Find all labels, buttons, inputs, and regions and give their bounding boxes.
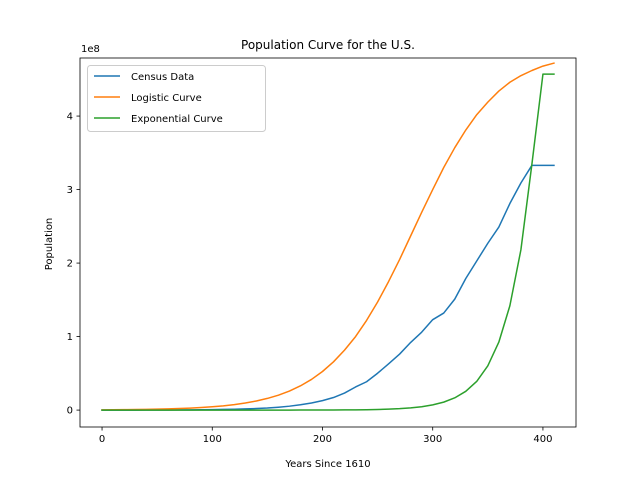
- x-tick-label: 200: [313, 434, 332, 445]
- y-tick-label: 4: [67, 112, 73, 123]
- y-tick-label: 3: [67, 185, 73, 196]
- y-tick-label: 1: [67, 332, 73, 343]
- series-line-1: [101, 62, 555, 411]
- legend-label-1: Logistic Curve: [131, 93, 202, 104]
- y-offset-label: 1e8: [81, 44, 100, 55]
- chart-title: Population Curve for the U.S.: [241, 38, 415, 52]
- x-tick-label: 0: [99, 434, 105, 445]
- y-tick-label: 2: [67, 259, 73, 270]
- plot-frame: [79, 57, 577, 428]
- series-line-2: [101, 73, 555, 411]
- plot-area: [79, 57, 577, 428]
- x-tick-label: 400: [533, 434, 552, 445]
- legend-label-0: Census Data: [131, 72, 194, 83]
- legend-box: [87, 65, 266, 132]
- x-tick-label: 300: [423, 434, 442, 445]
- x-axis-label: Years Since 1610: [284, 459, 370, 470]
- y-tick-label: 0: [67, 406, 73, 417]
- y-axis-label: Population: [44, 218, 55, 271]
- legend: Census Data Logistic Curve Exponential Cur…: [87, 65, 266, 132]
- y-axis-ticks: 0 1 2 3 4: [67, 112, 80, 417]
- legend-label-2: Exponential Curve: [131, 114, 223, 125]
- x-axis-ticks: 0 100 200 300 400: [99, 427, 552, 445]
- x-tick-label: 100: [203, 434, 222, 445]
